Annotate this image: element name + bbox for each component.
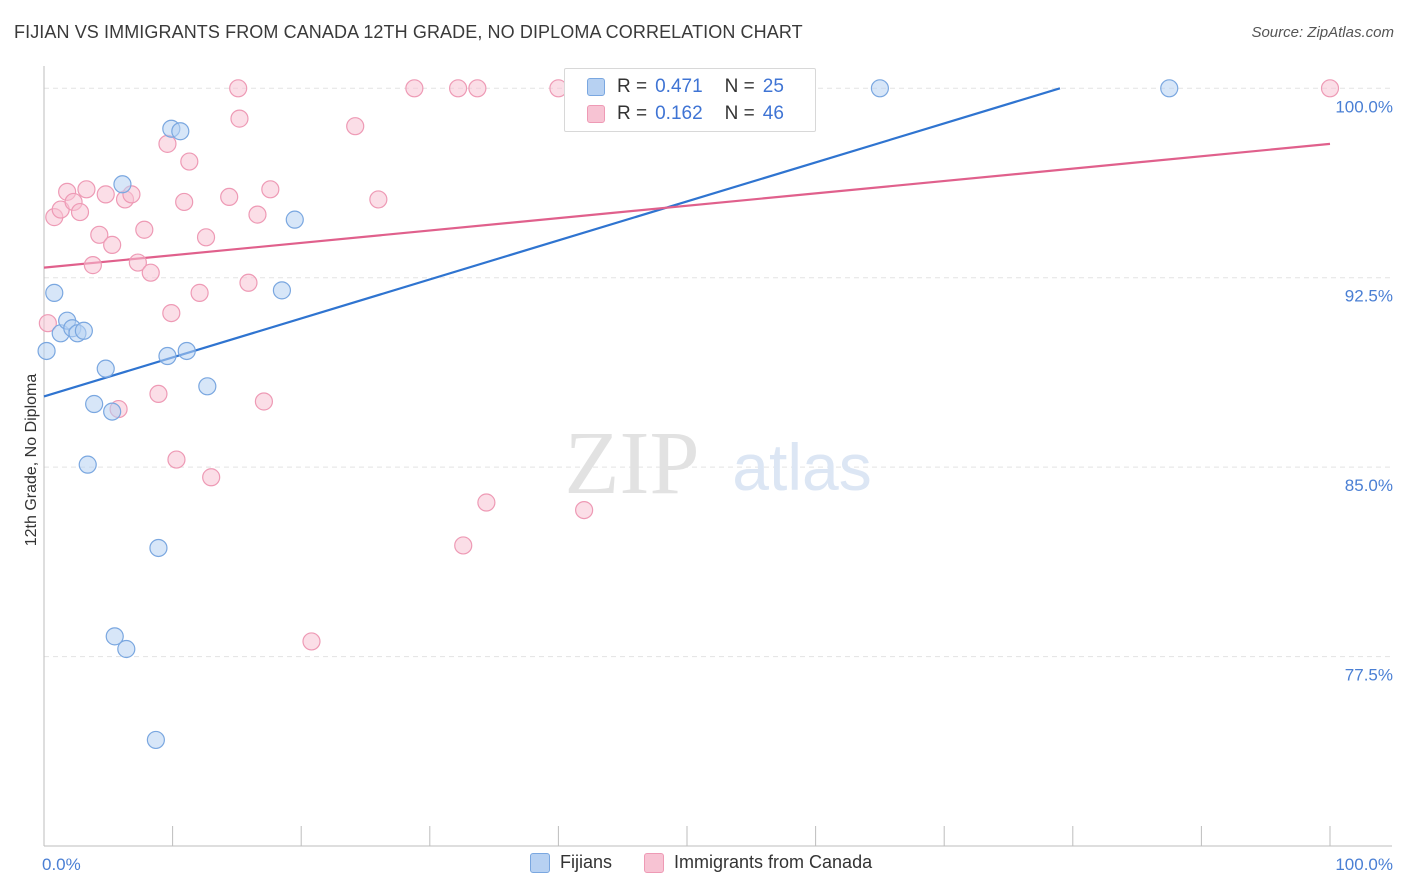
- canada-point: [103, 235, 122, 254]
- fijians-point: [85, 394, 104, 414]
- canada-point: [454, 536, 473, 555]
- canada-point: [239, 273, 258, 292]
- canada-point: [248, 205, 267, 224]
- r-label: R =: [617, 103, 648, 124]
- series-legend: Fijians Immigrants from Canada: [530, 852, 904, 873]
- canada-point: [135, 220, 154, 239]
- legend-row-canada: R = 0.162 N = 46: [587, 102, 784, 126]
- legend-item-fijians: Fijians: [530, 852, 612, 873]
- fijians-point: [198, 377, 217, 396]
- source-label: Source: ZipAtlas.com: [1251, 24, 1394, 41]
- legend-label: Fijians: [560, 852, 613, 872]
- canada-swatch: [587, 105, 605, 123]
- fijians-point: [105, 627, 124, 646]
- canada-point: [141, 263, 160, 282]
- n-label: N =: [724, 76, 755, 97]
- canada-point: [261, 180, 280, 199]
- canada-point: [202, 468, 221, 487]
- watermark: ZIP atlas: [565, 414, 872, 513]
- watermark-atlas: atlas: [732, 430, 871, 504]
- gridlines: [44, 87, 1392, 658]
- fijians-point: [177, 341, 196, 361]
- canada-point: [1320, 79, 1340, 98]
- canada-point: [149, 384, 168, 404]
- y-tick-label: 77.5%: [1345, 666, 1393, 685]
- canada-point: [180, 152, 199, 171]
- r-value: 0.471: [655, 76, 703, 97]
- canada-point: [96, 185, 115, 204]
- watermark-zip: ZIP: [565, 414, 700, 513]
- canada-point: [369, 190, 388, 209]
- y-tick-label: 100.0%: [1335, 97, 1393, 116]
- correlation-legend: R = 0.471 N = 25 R = 0.162 N = 46: [564, 68, 816, 132]
- fijians-point: [78, 455, 97, 474]
- fijians-point: [272, 281, 292, 300]
- fijians-point: [285, 210, 304, 229]
- canada-point: [90, 225, 109, 244]
- canada-point: [302, 632, 321, 651]
- fijians-point: [113, 175, 132, 194]
- y-tick-label: 85.0%: [1345, 476, 1393, 495]
- r-value: 0.162: [655, 103, 703, 124]
- trend-line: [43, 87, 1061, 398]
- fijians-point: [870, 79, 890, 98]
- x-tick-label: 0.0%: [42, 855, 81, 874]
- fijians-point: [103, 402, 122, 421]
- canada-point: [158, 134, 177, 153]
- canada-point: [190, 283, 209, 302]
- chart-title: FIJIAN VS IMMIGRANTS FROM CANADA 12TH GR…: [14, 22, 803, 42]
- fijians-point: [1160, 79, 1179, 98]
- canada-point: [468, 79, 487, 98]
- tick-labels: 77.5% 85.0% 92.5% 100.0% 0.0% 100.0%: [42, 97, 1393, 874]
- canada-point: [83, 256, 102, 275]
- fijians-point: [171, 122, 190, 141]
- r-label: R =: [617, 76, 648, 97]
- fijians-swatch: [587, 78, 605, 96]
- fijians-point: [74, 321, 93, 340]
- canada-point: [220, 187, 239, 207]
- legend-item-canada: Immigrants from Canada: [644, 852, 872, 873]
- canada-point: [229, 79, 248, 98]
- trend-line: [43, 142, 1331, 269]
- legend-label: Immigrants from Canada: [674, 852, 873, 872]
- fijians-point: [117, 639, 136, 659]
- canada-point: [167, 450, 186, 469]
- canada-point: [346, 117, 365, 136]
- y-tick-label: 92.5%: [1345, 287, 1393, 306]
- fijians-point: [45, 283, 64, 302]
- canada-point: [38, 314, 57, 333]
- canada-point: [196, 228, 216, 247]
- axes: [43, 66, 1392, 847]
- canada-point: [77, 180, 96, 199]
- canada-point: [162, 303, 181, 323]
- fijians-point: [158, 346, 177, 366]
- canada-point: [477, 493, 496, 512]
- fijians-point: [146, 730, 165, 750]
- canada-point: [230, 109, 249, 128]
- canada-point: [175, 192, 194, 212]
- x-tick-label: 100.0%: [1335, 855, 1393, 874]
- y-axis-label: 12th Grade, No Diploma: [23, 373, 40, 547]
- n-value: 25: [762, 76, 784, 97]
- fijians-point: [37, 341, 56, 361]
- canada-swatch: [644, 852, 665, 873]
- canada-point: [405, 79, 424, 98]
- fijians-point: [149, 538, 168, 558]
- fijians-swatch: [530, 852, 550, 873]
- canada-point: [254, 392, 274, 411]
- canada-point: [448, 79, 468, 98]
- n-label: N =: [724, 103, 755, 124]
- trend-lines: [43, 87, 1331, 398]
- canada-point: [128, 253, 147, 272]
- fijians-point: [96, 359, 115, 378]
- n-value: 46: [762, 103, 784, 124]
- canada-point: [70, 202, 90, 222]
- legend-row-fijians: R = 0.471 N = 25: [587, 75, 784, 99]
- canada-point: [575, 500, 594, 520]
